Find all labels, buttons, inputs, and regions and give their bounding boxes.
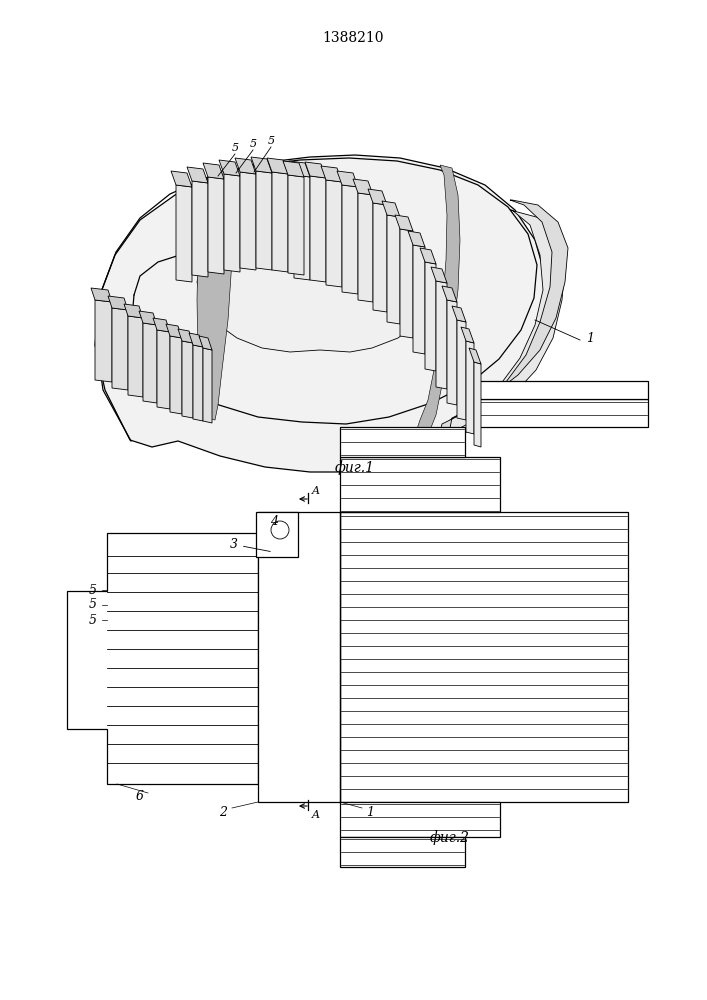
- Text: фиг.1: фиг.1: [335, 461, 375, 475]
- Text: фиг.2: фиг.2: [430, 831, 470, 845]
- Polygon shape: [387, 215, 400, 324]
- Polygon shape: [199, 336, 212, 350]
- Polygon shape: [240, 172, 256, 270]
- Polygon shape: [192, 181, 208, 277]
- Polygon shape: [340, 512, 628, 802]
- Polygon shape: [139, 311, 157, 325]
- Polygon shape: [457, 320, 466, 420]
- Text: 5: 5: [267, 136, 274, 146]
- Text: 3: 3: [230, 538, 270, 551]
- Polygon shape: [203, 163, 224, 179]
- Text: 5: 5: [89, 584, 97, 596]
- Circle shape: [271, 521, 289, 539]
- Polygon shape: [256, 171, 272, 270]
- Polygon shape: [340, 837, 465, 867]
- Polygon shape: [288, 175, 304, 275]
- Polygon shape: [442, 286, 457, 302]
- Polygon shape: [395, 215, 413, 231]
- Polygon shape: [91, 288, 112, 302]
- Polygon shape: [176, 185, 192, 282]
- Polygon shape: [368, 189, 387, 205]
- Polygon shape: [95, 300, 112, 382]
- Polygon shape: [382, 201, 400, 217]
- Polygon shape: [474, 362, 481, 447]
- Polygon shape: [294, 175, 310, 280]
- Polygon shape: [450, 381, 648, 399]
- Polygon shape: [469, 348, 481, 364]
- Polygon shape: [283, 161, 304, 177]
- Polygon shape: [425, 262, 436, 371]
- Polygon shape: [143, 323, 157, 403]
- Polygon shape: [321, 166, 342, 182]
- Text: 5: 5: [231, 143, 238, 153]
- Polygon shape: [219, 160, 240, 176]
- Polygon shape: [178, 329, 193, 343]
- Polygon shape: [413, 245, 425, 354]
- Polygon shape: [203, 348, 212, 423]
- Polygon shape: [340, 457, 500, 512]
- Polygon shape: [289, 161, 310, 177]
- Polygon shape: [67, 533, 258, 784]
- Text: 1: 1: [366, 806, 374, 820]
- Polygon shape: [450, 210, 565, 430]
- Polygon shape: [310, 176, 326, 282]
- Text: 1: 1: [586, 332, 594, 344]
- Polygon shape: [197, 220, 436, 352]
- Text: 5: 5: [250, 139, 257, 149]
- Polygon shape: [436, 281, 447, 389]
- Polygon shape: [108, 296, 128, 310]
- Polygon shape: [208, 177, 224, 274]
- Polygon shape: [452, 306, 466, 322]
- Polygon shape: [166, 324, 182, 338]
- Polygon shape: [256, 512, 298, 557]
- Polygon shape: [197, 170, 232, 420]
- Polygon shape: [340, 802, 500, 837]
- Polygon shape: [272, 172, 288, 272]
- Polygon shape: [415, 165, 460, 438]
- Polygon shape: [353, 179, 373, 195]
- Text: 6: 6: [136, 790, 144, 804]
- Polygon shape: [170, 336, 182, 414]
- Text: 2: 2: [219, 806, 227, 820]
- Polygon shape: [124, 304, 143, 318]
- Polygon shape: [337, 171, 358, 187]
- Polygon shape: [153, 318, 170, 332]
- Polygon shape: [112, 308, 128, 390]
- Polygon shape: [171, 171, 192, 187]
- Polygon shape: [251, 157, 272, 173]
- Polygon shape: [408, 231, 425, 247]
- Polygon shape: [466, 341, 474, 434]
- Polygon shape: [447, 300, 457, 405]
- Polygon shape: [235, 158, 256, 174]
- Polygon shape: [224, 174, 240, 272]
- Text: 1388210: 1388210: [322, 31, 384, 45]
- Polygon shape: [326, 180, 342, 287]
- Polygon shape: [342, 185, 358, 294]
- Polygon shape: [267, 158, 288, 174]
- Polygon shape: [400, 229, 413, 338]
- Polygon shape: [128, 316, 143, 397]
- Polygon shape: [258, 512, 340, 802]
- Text: 5: 5: [89, 598, 97, 611]
- Polygon shape: [420, 248, 436, 264]
- Polygon shape: [187, 167, 208, 183]
- Polygon shape: [340, 427, 465, 457]
- Polygon shape: [431, 267, 447, 283]
- Polygon shape: [193, 345, 203, 421]
- Polygon shape: [358, 193, 373, 302]
- Polygon shape: [373, 203, 387, 312]
- Text: 5: 5: [89, 613, 97, 626]
- Text: A: A: [312, 810, 320, 820]
- Polygon shape: [470, 399, 648, 427]
- Text: A: A: [312, 486, 320, 496]
- Polygon shape: [189, 333, 203, 347]
- Polygon shape: [95, 155, 545, 472]
- Polygon shape: [440, 200, 568, 435]
- Polygon shape: [182, 341, 193, 418]
- Polygon shape: [305, 162, 326, 178]
- Polygon shape: [461, 327, 474, 343]
- Polygon shape: [157, 330, 170, 409]
- Text: 4: 4: [270, 515, 278, 528]
